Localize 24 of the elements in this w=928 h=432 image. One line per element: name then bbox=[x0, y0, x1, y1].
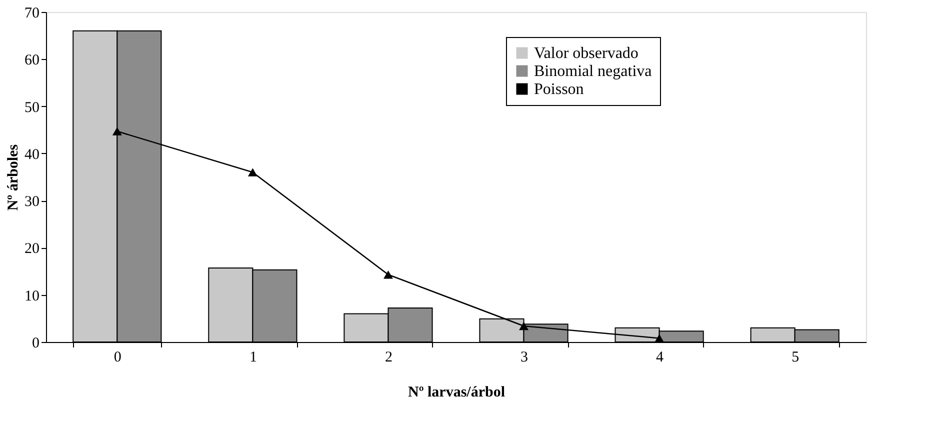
point bbox=[383, 270, 393, 279]
y-tick-label: 50 bbox=[24, 100, 40, 116]
point bbox=[112, 127, 122, 136]
y-tick-label: 70 bbox=[24, 6, 40, 22]
point bbox=[248, 168, 258, 176]
x-tick-label: 1 bbox=[249, 350, 257, 366]
legend-label: Poisson bbox=[534, 81, 584, 98]
y-tick-label: 60 bbox=[24, 52, 40, 69]
x-tick-label: 5 bbox=[792, 350, 800, 366]
y-tick-label: 30 bbox=[24, 194, 40, 210]
y-tick-label: 0 bbox=[32, 336, 40, 352]
point bbox=[519, 322, 529, 330]
y-tick-label: 10 bbox=[24, 288, 40, 304]
legend-label: Valor observado bbox=[534, 45, 638, 62]
x-tick-label: 4 bbox=[656, 350, 664, 366]
x-axis-title: Nº larvas/árbol bbox=[408, 384, 506, 400]
point bbox=[654, 334, 664, 342]
y-tick-label: 40 bbox=[24, 146, 40, 163]
x-tick-label: 3 bbox=[520, 350, 528, 366]
y-tick-label: 20 bbox=[24, 241, 40, 258]
x-tick-label: 2 bbox=[384, 350, 392, 366]
x-tick-label: 0 bbox=[114, 350, 122, 366]
legend-label: Binomial negativa bbox=[534, 63, 652, 80]
y-axis-title: Nº árboles bbox=[6, 144, 22, 211]
